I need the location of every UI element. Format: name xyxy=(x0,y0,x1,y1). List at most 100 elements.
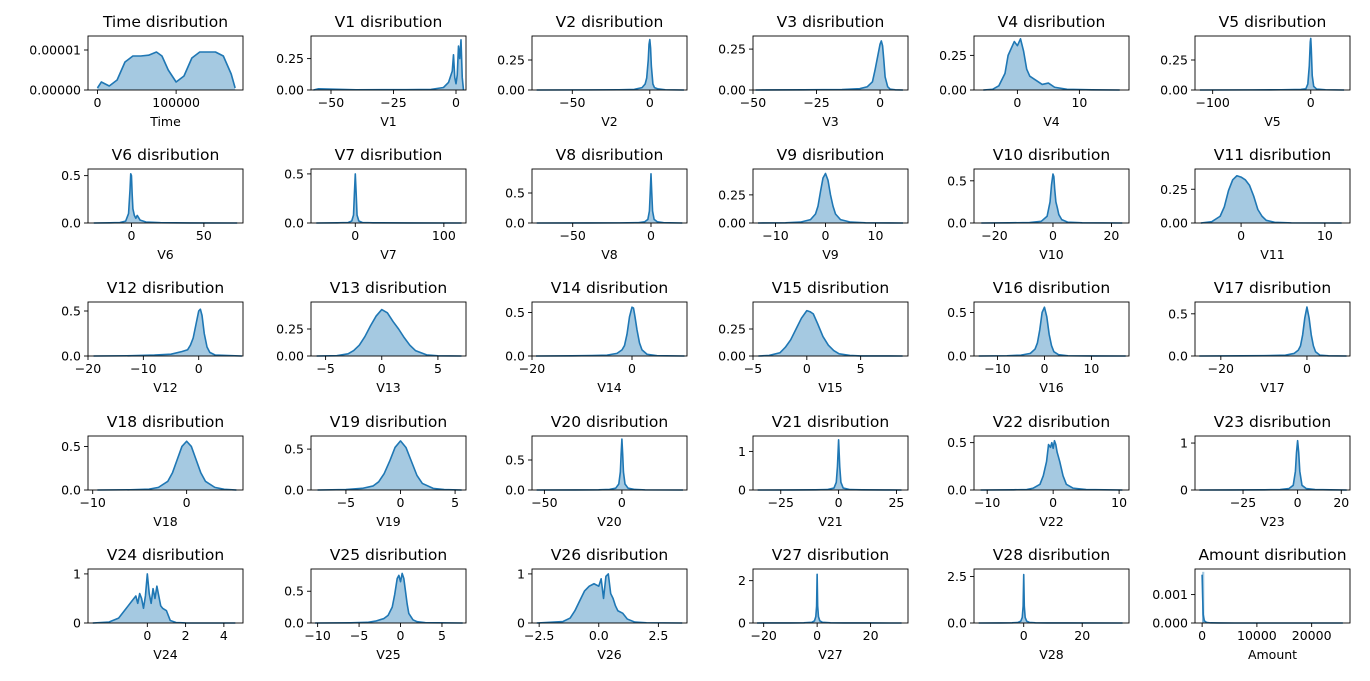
density-line xyxy=(1199,439,1347,491)
y-tick-label: 0.0 xyxy=(505,349,525,364)
axes-frame xyxy=(87,568,244,624)
x-tick-label: 0 xyxy=(1040,361,1048,376)
x-tick-label: −25 xyxy=(1230,495,1256,510)
x-tick-label: 0 xyxy=(618,495,626,510)
x-tick-label: 0 xyxy=(1307,95,1315,110)
y-tick-label: 0 xyxy=(73,616,81,631)
y-tick-label: 0 xyxy=(738,483,746,498)
y-tick-label: 0.0 xyxy=(61,349,81,364)
x-tick-label: 0 xyxy=(452,95,460,110)
x-tick-label: 0 xyxy=(646,95,654,110)
x-axis-label: V2 xyxy=(601,114,618,129)
y-tick-label: 0.0 xyxy=(947,349,967,364)
y-tick-label: 0.5 xyxy=(61,304,81,319)
axes-frame xyxy=(531,568,688,624)
subplot: −50 −25 0 0.00 0.25 V3 disribution V3 xyxy=(718,13,909,129)
x-tick-label: 10 xyxy=(1083,361,1099,376)
density-area xyxy=(536,173,683,223)
x-axis-label: V9 xyxy=(822,247,839,262)
density-area xyxy=(93,309,242,356)
x-tick-label: −10 xyxy=(304,628,330,643)
y-tick-label: 0.5 xyxy=(947,305,967,320)
x-axis-label: V1 xyxy=(380,114,397,129)
y-tick-label: 0.0 xyxy=(61,216,81,231)
x-tick-label: 20 xyxy=(863,628,879,643)
x-tick-label: 100000 xyxy=(152,95,200,110)
axes-frame xyxy=(87,301,244,357)
y-tick-label: 0.000 xyxy=(1152,616,1188,631)
x-axis-label: V7 xyxy=(380,247,397,262)
y-tick-label: 0.25 xyxy=(718,187,746,202)
axes-frame xyxy=(752,435,909,491)
density-line xyxy=(980,439,1123,491)
density-area xyxy=(317,440,462,490)
density-area xyxy=(1200,175,1342,223)
subplot-title: V18 disribution xyxy=(107,413,225,431)
axes-frame xyxy=(310,435,467,491)
subplot: −25 0 20 0 1 V23 disribution V23 xyxy=(1180,413,1351,529)
y-tick-label: 0.00 xyxy=(718,83,746,98)
subplot: −10 0 0.0 0.5 V18 disribution V18 xyxy=(61,413,244,529)
x-tick-label: −5 xyxy=(744,361,762,376)
axes-frame xyxy=(752,35,909,91)
subplot: −20 −10 0 0.0 0.5 V12 disribution V12 xyxy=(61,279,244,395)
subplot-title: V13 disribution xyxy=(330,279,448,297)
density-line xyxy=(315,572,463,624)
density-area xyxy=(757,439,902,490)
subplot-title: V7 disribution xyxy=(335,146,443,164)
subplot-title: V14 disribution xyxy=(551,279,669,297)
density-area xyxy=(755,40,903,90)
density-line xyxy=(536,38,684,91)
axes-frame xyxy=(1194,435,1351,491)
y-tick-label: 0.0 xyxy=(61,483,81,498)
y-tick-label: 0.25 xyxy=(939,48,967,63)
x-axis-label: V28 xyxy=(1039,647,1064,662)
subplot-title: V21 disribution xyxy=(772,413,890,431)
x-tick-label: 10000 xyxy=(1237,628,1277,643)
subplot: 0 100 0.0 0.5 V7 disribution V7 xyxy=(284,146,467,262)
x-tick-label: −20 xyxy=(519,361,545,376)
subplot-title: Amount disribution xyxy=(1198,546,1346,564)
density-area xyxy=(97,441,237,490)
x-tick-label: 0 xyxy=(195,361,203,376)
x-tick-label: −50 xyxy=(531,495,557,510)
y-tick-label: 0.0 xyxy=(947,483,967,498)
x-tick-label: −10 xyxy=(762,228,788,243)
x-tick-label: 10 xyxy=(1071,95,1087,110)
x-axis-label: V14 xyxy=(597,380,622,395)
axes-frame xyxy=(1194,301,1351,357)
density-line xyxy=(757,439,902,491)
x-tick-label: 2 xyxy=(182,628,190,643)
density-area xyxy=(536,307,685,356)
y-tick-label: 2 xyxy=(738,573,746,588)
subplot-title: V8 disribution xyxy=(556,146,664,164)
y-tick-label: 0.25 xyxy=(1160,182,1188,197)
subplot-title: V10 disribution xyxy=(993,146,1111,164)
subplot-title: Time disribution xyxy=(102,13,228,31)
x-tick-label: 5 xyxy=(451,495,459,510)
density-line xyxy=(981,173,1123,224)
x-tick-label: −20 xyxy=(1208,361,1234,376)
subplot: −50 −25 0 0.00 0.25 V1 disribution V1 xyxy=(276,13,467,129)
x-axis-label: V13 xyxy=(376,380,400,395)
subplot: −20 0 0.0 0.5 V14 disribution V14 xyxy=(505,279,688,395)
x-tick-label: 20 xyxy=(1103,228,1119,243)
y-tick-label: 0.00 xyxy=(1160,216,1188,231)
x-tick-label: −25 xyxy=(803,95,829,110)
x-axis-label: V25 xyxy=(376,647,400,662)
x-axis-label: V24 xyxy=(153,647,178,662)
density-line xyxy=(316,308,462,357)
density-line xyxy=(93,308,242,357)
y-tick-label: 0.0 xyxy=(284,216,304,231)
x-axis-label: V16 xyxy=(1039,380,1064,395)
x-axis-label: V4 xyxy=(1043,114,1060,129)
x-axis-label: Amount xyxy=(1248,647,1297,662)
axes-frame xyxy=(973,35,1130,91)
density-line xyxy=(978,306,1126,357)
y-tick-label: 0 xyxy=(1180,483,1188,498)
density-area xyxy=(983,38,1120,90)
x-tick-label: −25 xyxy=(768,495,794,510)
subplot-title: V27 disribution xyxy=(772,546,890,564)
x-tick-label: 0 xyxy=(143,628,151,643)
subplot-title: V5 disribution xyxy=(1219,13,1327,31)
